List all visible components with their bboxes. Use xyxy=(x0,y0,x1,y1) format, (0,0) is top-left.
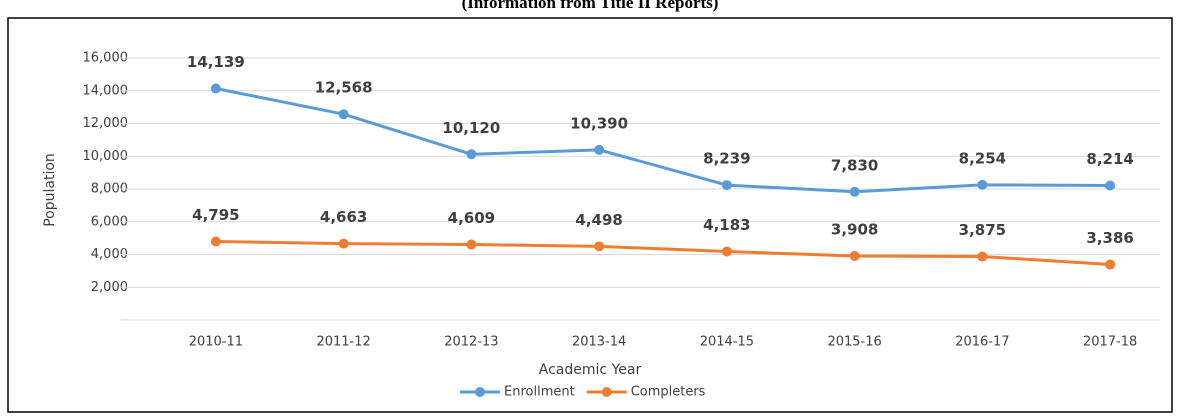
data-point xyxy=(721,246,732,257)
data-point xyxy=(849,251,860,262)
legend-marker xyxy=(475,387,485,397)
x-tick-label: 2014-15 xyxy=(700,335,754,350)
frame xyxy=(7,17,1173,413)
legend-label: Completers xyxy=(631,385,706,400)
y-tick-label: 2,000 xyxy=(91,280,128,295)
x-axis-title: Academic Year xyxy=(539,362,642,378)
y-axis-title: Population xyxy=(42,153,58,227)
data-point xyxy=(594,144,605,155)
x-tick-label: 2013-14 xyxy=(572,335,626,350)
data-label: 3,875 xyxy=(959,221,1006,239)
data-label: 10,390 xyxy=(570,114,628,132)
data-point xyxy=(466,149,477,160)
y-tick-label: 6,000 xyxy=(91,214,128,229)
chart-title: (Information from Title II Reports) xyxy=(462,0,719,12)
series-line xyxy=(215,87,1111,194)
y-tick-label: 8,000 xyxy=(91,182,128,197)
data-label: 7,830 xyxy=(831,156,878,174)
data-label: 4,663 xyxy=(320,208,367,226)
data-label: 4,498 xyxy=(575,211,622,229)
x-tick-label: 2010-11 xyxy=(189,335,243,350)
data-label: 3,386 xyxy=(1086,229,1133,247)
data-label: 8,239 xyxy=(703,150,750,168)
y-tick-label: 12,000 xyxy=(83,116,129,131)
data-label: 12,568 xyxy=(315,79,373,97)
data-point xyxy=(338,238,349,249)
series-line xyxy=(215,239,1111,267)
legend-marker xyxy=(601,387,612,397)
x-tick-label: 2015-16 xyxy=(827,335,881,350)
data-label: 4,183 xyxy=(703,216,750,234)
data-point xyxy=(721,180,732,191)
x-tick-label: 2016-17 xyxy=(955,335,1009,350)
data-point xyxy=(1105,259,1116,270)
y-tick-label: 4,000 xyxy=(91,247,128,262)
x-tick-label: 2017-18 xyxy=(1083,335,1137,350)
y-tick-label: 14,000 xyxy=(83,83,129,98)
data-point xyxy=(849,186,860,197)
y-tick-label: 10,000 xyxy=(83,149,129,164)
data-label: 8,214 xyxy=(1086,150,1133,168)
data-point xyxy=(210,83,221,94)
y-tick-label: 16,000 xyxy=(83,51,129,66)
data-point xyxy=(210,236,221,247)
data-label: 4,795 xyxy=(192,206,239,224)
data-point xyxy=(1105,180,1116,191)
x-tick-label: 2011-12 xyxy=(316,335,370,350)
x-tick-label: 2012-13 xyxy=(444,335,498,350)
data-point xyxy=(977,251,988,262)
data-point xyxy=(594,241,605,252)
data-label: 14,139 xyxy=(187,53,245,71)
data-label: 8,254 xyxy=(959,149,1006,167)
legend-label: Enrollment xyxy=(504,385,575,400)
data-point xyxy=(338,109,349,120)
data-label: 4,609 xyxy=(448,209,495,227)
data-point xyxy=(977,179,988,190)
data-point xyxy=(466,239,477,250)
data-label: 3,908 xyxy=(831,221,878,239)
data-label: 10,120 xyxy=(442,119,500,137)
